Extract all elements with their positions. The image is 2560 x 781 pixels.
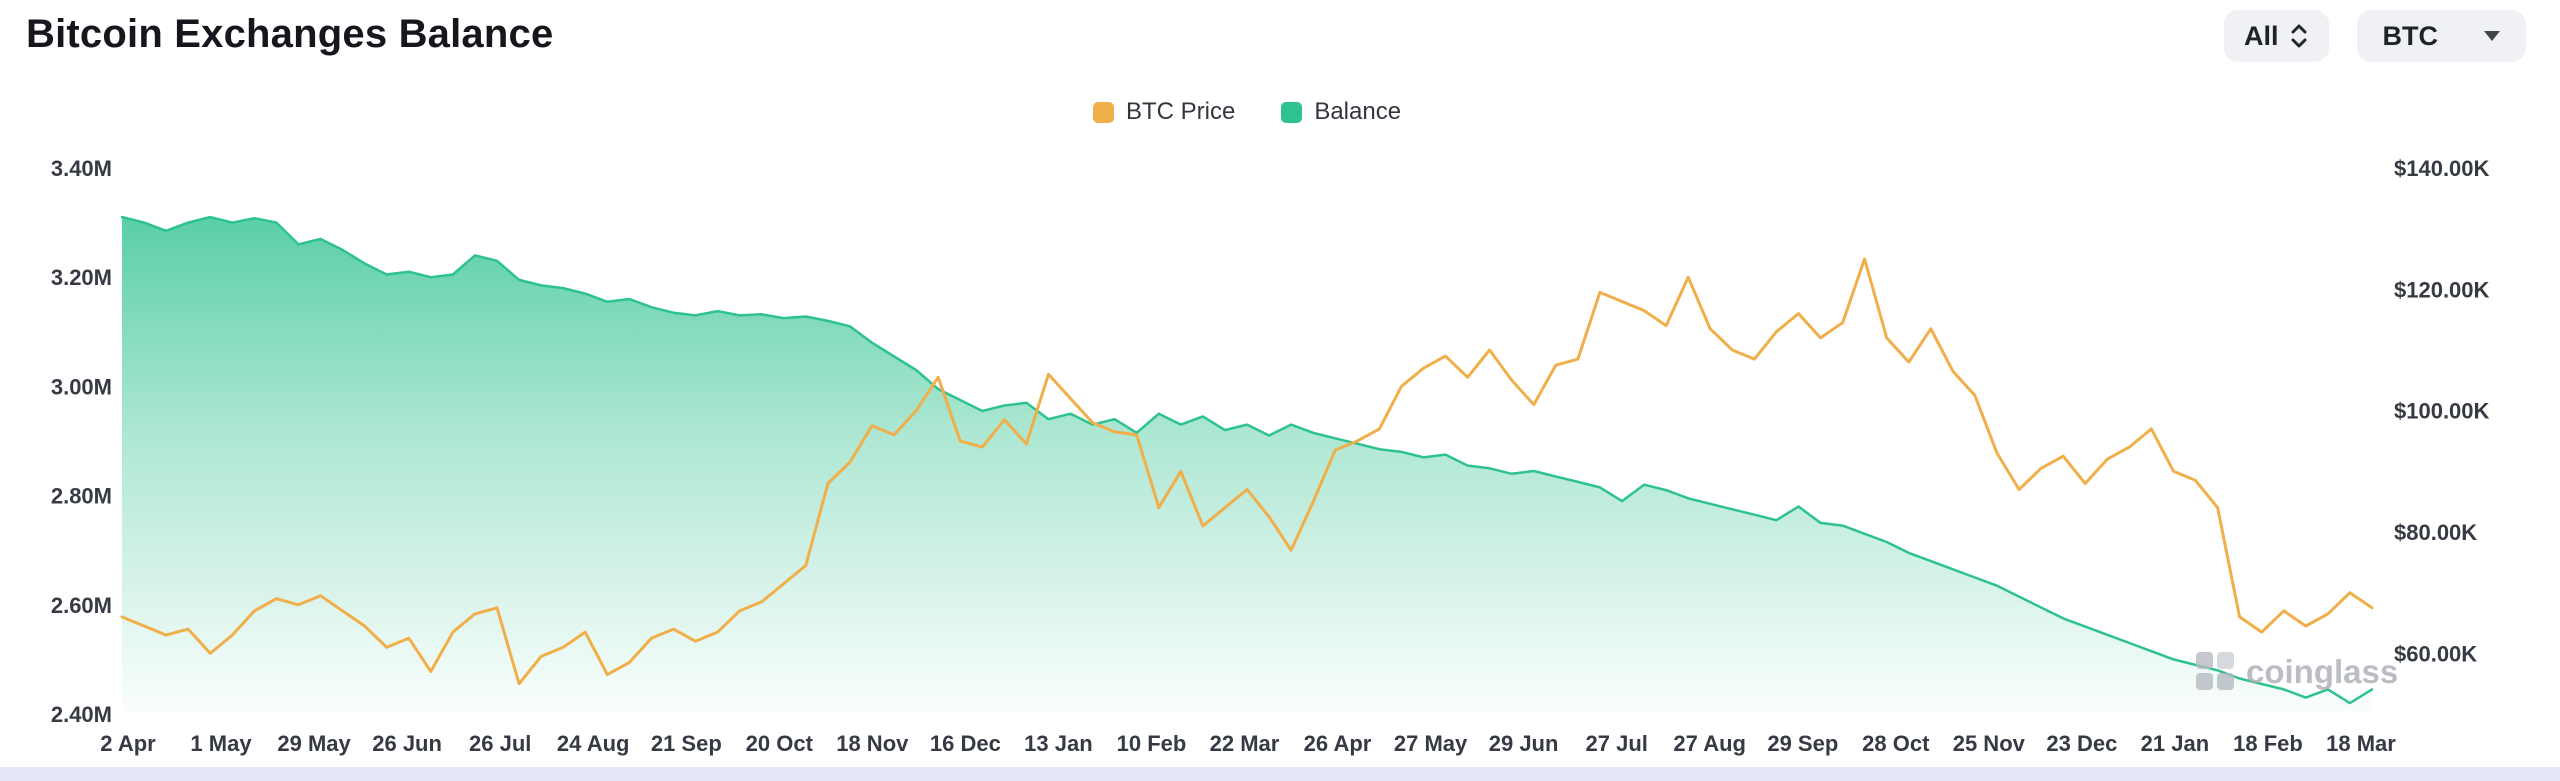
y-axis-left-tick-label: 2.80M (51, 484, 112, 509)
x-axis-tick-label: 16 Dec (930, 731, 1001, 756)
x-axis-tick-label: 25 Nov (1953, 731, 2026, 756)
x-axis-tick-label: 18 Mar (2326, 731, 2396, 756)
y-axis-right-tick-label: $60.00K (2394, 641, 2477, 666)
coin-selector-button[interactable]: BTC (2356, 10, 2526, 62)
x-axis-tick-label: 2 Apr (100, 731, 156, 756)
y-axis-right-tick-label: $120.00K (2394, 277, 2490, 302)
chart-legend: BTC Price Balance (122, 100, 2372, 124)
x-axis-tick-label: 18 Nov (836, 731, 909, 756)
x-axis-tick-label: 27 Jul (1586, 731, 1648, 756)
x-axis-tick-label: 10 Feb (1117, 731, 1187, 756)
y-axis-right: $140.00K $120.00K $100.00K $80.00K $60.00K (2394, 156, 2490, 666)
balance-line (120, 215, 2374, 705)
watermark-text: coinglass (2246, 652, 2399, 690)
x-axis-tick-label: 23 Dec (2046, 731, 2117, 756)
chevron-down-icon (2484, 31, 2500, 41)
chart-scrollbar[interactable] (0, 767, 2560, 781)
legend-item-btc-price[interactable]: BTC Price (1092, 98, 1236, 125)
x-axis-tick-label: 28 Oct (1862, 731, 1930, 756)
btc-price-line (120, 257, 2374, 686)
x-axis-tick-label: 22 Mar (1210, 731, 1280, 756)
x-axis-tick-label: 20 Oct (746, 731, 814, 756)
balance-area (122, 217, 2372, 714)
x-axis-tick-label: 26 Apr (1304, 731, 1372, 756)
btc-price-swatch (1092, 101, 1114, 123)
y-axis-left-tick-label: 2.40M (51, 702, 112, 727)
x-axis-tick-label: 29 May (277, 731, 351, 756)
balance-legend-label: Balance (1314, 98, 1402, 125)
y-axis-left-tick-label: 3.20M (51, 265, 112, 290)
header-controls: All BTC (2223, 10, 2526, 62)
range-selector-label: All (2243, 20, 2279, 51)
y-axis-right-tick-label: $140.00K (2394, 156, 2490, 181)
x-axis-tick-label: 1 May (190, 731, 252, 756)
legend-item-balance[interactable]: Balance (1281, 100, 1401, 124)
y-axis-left-tick-label: 3.40M (51, 156, 112, 181)
x-axis-tick-label: 21 Sep (651, 731, 722, 756)
btc-price-legend-label: BTC Price (1125, 98, 1236, 125)
range-selector-button[interactable]: All (2223, 10, 2329, 62)
y-axis-left-tick-label: 3.00M (51, 374, 112, 399)
y-axis-right-tick-label: $100.00K (2394, 399, 2490, 424)
x-axis: 2 Apr 1 May 29 May 26 Jun 26 Jul 24 Aug 21 Sep… (100, 731, 2396, 756)
x-axis-tick-label: 29 Jun (1489, 731, 1559, 756)
x-axis-tick-label: 27 Aug (1673, 731, 1746, 756)
coinglass-watermark: coinglass (2196, 652, 2398, 690)
y-axis-left-tick-label: 2.60M (51, 593, 112, 618)
x-axis-tick-label: 26 Jul (469, 731, 531, 756)
x-axis-tick-label: 18 Feb (2233, 731, 2303, 756)
x-axis-tick-label: 26 Jun (372, 731, 442, 756)
x-axis-tick-label: 29 Sep (1767, 731, 1838, 756)
x-axis-tick-label: 21 Jan (2141, 731, 2210, 756)
x-axis-tick-label: 24 Aug (557, 731, 630, 756)
y-axis-right-tick-label: $80.00K (2394, 520, 2477, 545)
y-axis-left: 3.40M 3.20M 3.00M 2.80M 2.60M 2.40M (51, 156, 112, 727)
x-axis-tick-label: 27 May (1394, 731, 1468, 756)
balance-swatch (1281, 101, 1303, 123)
x-axis-tick-label: 13 Jan (1024, 731, 1093, 756)
coinglass-logo-icon (2196, 652, 2234, 690)
coin-selector-label: BTC (2382, 20, 2439, 51)
sort-arrows-icon (2289, 21, 2309, 51)
page-title: Bitcoin Exchanges Balance (26, 12, 554, 56)
